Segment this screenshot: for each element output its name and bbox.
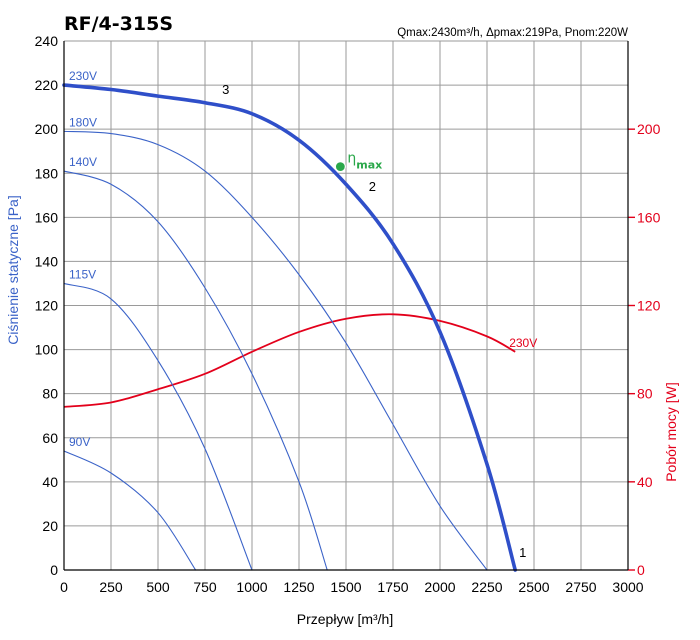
y2-tick-label: 0	[637, 562, 645, 578]
pressure-curve-180v	[63, 130, 488, 571]
pressure-curve-115v	[63, 282, 253, 571]
y2-tick-label: 80	[637, 386, 653, 402]
x-tick-label: 2750	[565, 579, 596, 595]
series-labels: 230V 180V 140V 115V 90V 230V 1 2 3 ηmax	[69, 69, 537, 560]
y2-axis-label: Pobór mocy [W]	[663, 382, 679, 482]
eta-max-label: ηmax	[347, 151, 382, 172]
voltage-label-115v: 115V	[69, 267, 96, 281]
x-tick-label: 2250	[471, 579, 502, 595]
x-tick-label: 500	[146, 579, 170, 595]
curve-number-3: 3	[222, 82, 229, 97]
grid	[63, 40, 629, 571]
y-tick-label: 140	[35, 253, 59, 269]
pressure-curve-230v	[62, 83, 517, 572]
y-tick-label: 60	[42, 430, 58, 446]
x-tick-label: 2500	[518, 579, 549, 595]
x-tick-label: 2000	[424, 579, 455, 595]
y2-tick-label: 200	[637, 121, 661, 137]
curve-number-1: 1	[519, 545, 526, 560]
x-tick-label: 3000	[612, 579, 643, 595]
x-axis-label: Przepływ [m³/h]	[297, 611, 393, 627]
y-tick-label: 160	[35, 209, 59, 225]
eta-max-point	[334, 161, 346, 173]
y-tick-label: 20	[42, 518, 58, 534]
power-curve-230v	[63, 313, 516, 408]
y-tick-label: 120	[35, 298, 59, 314]
y2-tick-label: 40	[637, 474, 653, 490]
y-tick-label: 100	[35, 342, 59, 358]
x-tick-label: 1000	[236, 579, 267, 595]
x-tick-label: 250	[99, 579, 123, 595]
voltage-label-140v: 140V	[69, 155, 97, 169]
y-tick-label: 240	[35, 33, 59, 49]
y-tick-label: 40	[42, 474, 58, 490]
pressure-curve-140v	[63, 170, 328, 571]
y2-tick-label: 120	[637, 298, 661, 314]
tick-labels: 0 250 500 750 1000 1250 1500 1750 2000 2250 2500 27…	[35, 33, 661, 595]
x-tick-label: 1750	[377, 579, 408, 595]
curve-number-2: 2	[369, 179, 376, 194]
pressure-curve-90v	[63, 450, 197, 571]
x-tick-label: 750	[193, 579, 217, 595]
x-tick-label: 1500	[330, 579, 361, 595]
y2-tick-label: 160	[637, 209, 661, 225]
voltage-label-180v: 180V	[69, 115, 97, 129]
pressure-curves	[62, 83, 517, 572]
voltage-label-90v: 90V	[69, 435, 90, 449]
power-label-230v: 230V	[509, 336, 537, 350]
y-axis-label: Ciśnienie statyczne [Pa]	[5, 195, 21, 344]
x-tick-label: 1250	[283, 579, 314, 595]
power-curves	[63, 313, 516, 408]
y-tick-label: 220	[35, 77, 59, 93]
eta-subscript: max	[356, 159, 382, 172]
x-tick-label: 0	[60, 579, 68, 595]
chart-specs: Qmax:2430m³/h, Δpmax:219Pa, Pnom:220W	[397, 27, 628, 39]
axes	[63, 41, 635, 571]
chart-title: RF/4-315S	[64, 13, 173, 35]
y-tick-label: 0	[50, 562, 58, 578]
voltage-label-230v: 230V	[69, 69, 97, 83]
eta-symbol: η	[347, 151, 356, 167]
y-tick-label: 80	[42, 386, 58, 402]
y-tick-label: 180	[35, 165, 59, 181]
y-tick-label: 200	[35, 121, 59, 137]
